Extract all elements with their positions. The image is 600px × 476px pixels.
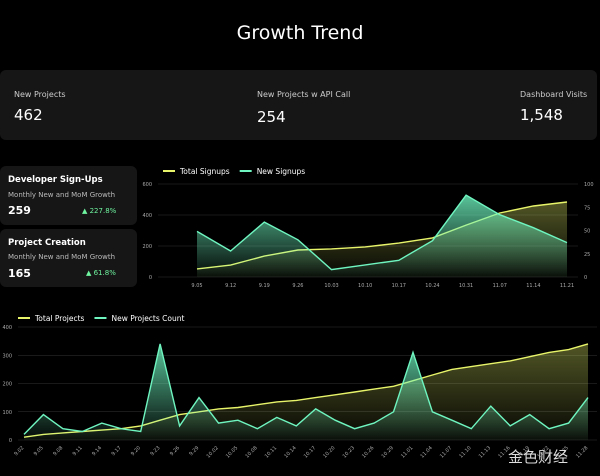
card-growth: ▲ 227.8% bbox=[82, 207, 117, 215]
kpi-label: New Projects bbox=[14, 90, 66, 99]
y-tick-label: 200 bbox=[142, 244, 152, 250]
x-tick-label: 11.10 bbox=[458, 445, 472, 459]
card-value: 165 bbox=[8, 267, 31, 280]
legend-label: Total Signups bbox=[179, 167, 230, 176]
x-tick-label: 9.20 bbox=[130, 445, 142, 457]
x-tick-label: 9.29 bbox=[188, 445, 200, 457]
y2-tick-label: 0 bbox=[584, 275, 587, 281]
x-tick-label: 10.02 bbox=[206, 445, 220, 459]
y2-tick-label: 100 bbox=[584, 182, 594, 188]
page-title: Growth Trend bbox=[236, 22, 364, 44]
watermark: 金色财经 bbox=[508, 448, 569, 466]
x-tick-label: 10.08 bbox=[244, 445, 258, 459]
x-tick-label: 10.14 bbox=[283, 445, 297, 459]
x-tick-label: 9.08 bbox=[52, 445, 64, 457]
kpi-value: 1,548 bbox=[520, 106, 563, 124]
x-tick-label: 11.28 bbox=[575, 445, 589, 459]
x-tick-label: 9.23 bbox=[149, 445, 161, 457]
x-tick-label: 10.17 bbox=[303, 445, 317, 459]
metric-card: Project Creation Monthly New and MoM Gro… bbox=[0, 229, 137, 287]
y-tick-label: 400 bbox=[142, 213, 152, 219]
x-tick-label: 11.07 bbox=[493, 283, 507, 289]
x-tick-label: 11.01 bbox=[400, 445, 414, 459]
y-tick-label: 100 bbox=[2, 410, 12, 416]
x-tick-label: 10.03 bbox=[324, 283, 338, 289]
x-tick-label: 9.26 bbox=[169, 445, 181, 457]
series-area bbox=[24, 343, 588, 440]
kpi-value: 254 bbox=[257, 108, 286, 126]
legend-label: Total Projects bbox=[34, 314, 85, 323]
x-tick-label: 9.19 bbox=[259, 283, 270, 289]
x-tick-label: 10.20 bbox=[322, 445, 336, 459]
y-tick-label: 600 bbox=[142, 182, 152, 188]
metric-card: Developer Sign-Ups Monthly New and MoM G… bbox=[0, 166, 137, 225]
x-tick-label: 11.21 bbox=[560, 283, 574, 289]
kpi-label: Dashboard Visits bbox=[520, 90, 588, 99]
x-tick-label: 10.26 bbox=[361, 445, 375, 459]
y-tick-label: 0 bbox=[149, 275, 152, 281]
y-tick-label: 300 bbox=[2, 353, 12, 359]
x-tick-label: 9.05 bbox=[191, 283, 202, 289]
x-tick-label: 9.26 bbox=[292, 283, 303, 289]
x-tick-label: 11.13 bbox=[478, 445, 492, 459]
series-area bbox=[24, 343, 588, 440]
x-tick-label: 10.17 bbox=[392, 283, 406, 289]
card-title: Project Creation bbox=[8, 238, 86, 248]
x-tick-label: 10.23 bbox=[342, 445, 356, 459]
y-tick-label: 0 bbox=[9, 438, 12, 444]
series-area bbox=[197, 195, 567, 277]
y-tick-label: 400 bbox=[2, 325, 12, 331]
x-tick-label: 9.02 bbox=[13, 445, 25, 457]
kpi-panel: New Projects 462 New Projects w API Call… bbox=[0, 70, 597, 140]
x-tick-label: 9.17 bbox=[111, 445, 123, 457]
x-tick-label: 10.10 bbox=[358, 283, 372, 289]
y2-tick-label: 75 bbox=[584, 205, 590, 211]
legend-label: New Signups bbox=[257, 167, 306, 176]
card-subtitle: Monthly New and MoM Growth bbox=[8, 191, 116, 199]
legend-label: New Projects Count bbox=[111, 314, 184, 323]
x-tick-label: 11.04 bbox=[419, 445, 433, 459]
card-title: Developer Sign-Ups bbox=[8, 175, 103, 185]
card-subtitle: Monthly New and MoM Growth bbox=[8, 253, 116, 261]
kpi-label: New Projects w API Call bbox=[257, 90, 351, 99]
x-tick-label: 10.11 bbox=[264, 445, 278, 459]
kpi-value: 462 bbox=[14, 106, 43, 124]
x-tick-label: 9.14 bbox=[91, 445, 103, 457]
x-tick-label: 10.24 bbox=[425, 283, 439, 289]
x-tick-label: 9.05 bbox=[33, 445, 45, 457]
x-tick-label: 10.29 bbox=[381, 445, 395, 459]
x-tick-label: 10.31 bbox=[459, 283, 473, 289]
series-line bbox=[196, 194, 568, 271]
x-tick-label: 11.14 bbox=[526, 283, 540, 289]
y2-tick-label: 25 bbox=[584, 252, 590, 258]
card-growth: ▲ 61.8% bbox=[86, 269, 116, 277]
x-tick-label: 9.11 bbox=[72, 445, 84, 457]
y2-tick-label: 50 bbox=[584, 229, 590, 235]
series-line bbox=[23, 343, 589, 435]
x-tick-label: 10.05 bbox=[225, 445, 239, 459]
x-tick-label: 11.07 bbox=[439, 445, 453, 459]
y-tick-label: 200 bbox=[2, 382, 12, 388]
card-value: 259 bbox=[8, 204, 31, 217]
x-tick-label: 9.12 bbox=[225, 283, 236, 289]
